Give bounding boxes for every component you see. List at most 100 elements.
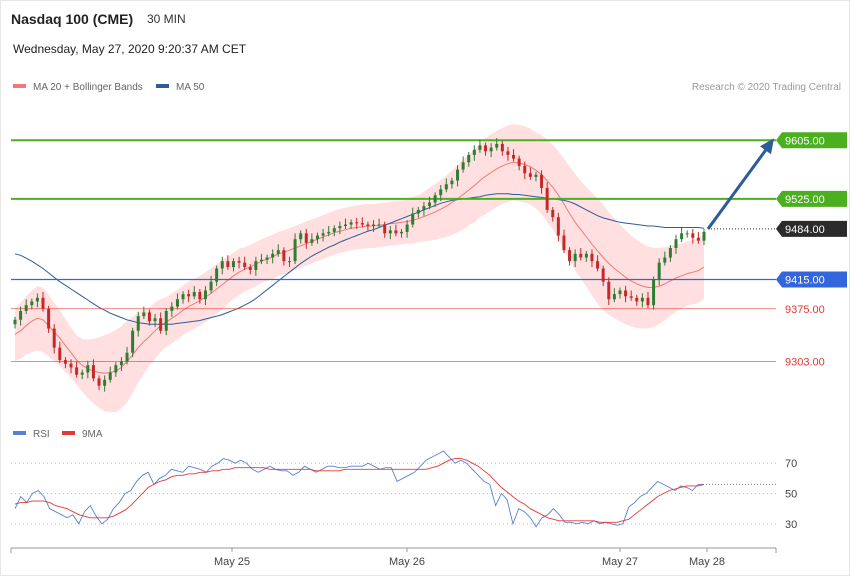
candle-body — [24, 305, 28, 311]
rsi-legend-label: RSI — [33, 429, 50, 440]
candle-body — [612, 294, 616, 300]
candle-body — [136, 316, 140, 331]
x-tick-label: May 27 — [602, 556, 638, 568]
candle-body — [175, 299, 179, 307]
level-tag — [776, 220, 847, 237]
ma20-line — [14, 161, 705, 374]
instrument-title: Nasdaq 100 (CME) — [11, 11, 134, 27]
candle-body — [433, 195, 437, 203]
candle-body — [265, 257, 269, 260]
candle-body — [164, 310, 168, 331]
candle-body — [640, 297, 644, 302]
timeframe-label: 30 MIN — [147, 12, 186, 26]
x-tick-label: May 28 — [689, 556, 725, 568]
candle-body — [52, 328, 56, 348]
candle-body — [259, 259, 263, 262]
candle-body — [450, 180, 454, 185]
candle-body — [523, 165, 527, 174]
candle-body — [444, 184, 448, 190]
candle-body — [596, 261, 600, 269]
candle-body — [680, 233, 684, 240]
candle-body — [299, 233, 303, 240]
candle-body — [86, 365, 90, 373]
level-label: 9375.00 — [785, 304, 825, 316]
candle-body — [377, 224, 381, 226]
candle-body — [226, 261, 230, 268]
candle-body — [495, 143, 499, 148]
legend-label: MA 50 — [176, 82, 205, 93]
candle-body — [556, 217, 560, 236]
candle-body — [635, 297, 639, 302]
candle-body — [512, 154, 516, 159]
candle-body — [579, 253, 583, 258]
candle-body — [551, 209, 555, 218]
legend-swatch — [13, 84, 26, 88]
candle-body — [461, 162, 465, 170]
candle-body — [590, 253, 594, 262]
candle-body — [685, 233, 689, 235]
candle-body — [187, 294, 191, 297]
candle-body — [663, 257, 667, 263]
candle-body — [372, 224, 376, 226]
candle-body — [422, 206, 426, 210]
candle-body — [349, 222, 353, 225]
level-tag — [776, 271, 847, 288]
candle-body — [13, 319, 17, 325]
candle-body — [629, 296, 633, 298]
candle-body — [534, 174, 538, 177]
candle-body — [215, 268, 219, 282]
x-tick-label: May 26 — [389, 556, 425, 568]
report-datetime: Wednesday, May 27, 2020 9:20:37 AM CET — [13, 42, 247, 56]
candle-body — [103, 379, 107, 386]
candle-body — [58, 347, 62, 361]
rsi-tick-label: 30 — [785, 519, 797, 531]
candle-body — [343, 224, 347, 226]
candle-body — [108, 372, 112, 380]
candle-body — [69, 363, 73, 368]
candle-body — [657, 262, 661, 280]
candle-body — [601, 268, 605, 282]
candle-body — [517, 158, 521, 166]
candle-body — [287, 261, 291, 263]
candle-body — [142, 312, 146, 317]
rsi-tick-label: 50 — [785, 489, 797, 501]
candle-body — [147, 312, 151, 322]
candle-body — [528, 173, 532, 177]
candle-body — [484, 145, 488, 152]
candle-body — [360, 223, 364, 225]
level-label: 9303.00 — [785, 357, 825, 369]
candle-body — [181, 294, 185, 300]
candle-body — [646, 297, 650, 306]
level-label: 9484.00 — [785, 224, 825, 236]
candle-body — [47, 308, 51, 329]
candle-body — [125, 352, 129, 362]
level-label: 9605.00 — [785, 135, 825, 147]
candle-body — [63, 360, 67, 364]
candle-body — [35, 297, 39, 302]
candle-body — [568, 250, 572, 262]
candle-body — [41, 297, 45, 309]
candle-body — [91, 365, 95, 379]
candle-body — [456, 169, 460, 181]
rsi-tick-label: 70 — [785, 458, 797, 470]
candle-body — [416, 209, 420, 214]
candle-body — [366, 224, 370, 226]
candle-body — [114, 365, 118, 373]
candle-body — [315, 235, 319, 240]
candle-body — [696, 237, 700, 241]
candle-body — [472, 149, 476, 155]
candle-body — [383, 224, 387, 234]
candle-body — [282, 250, 286, 262]
candle-body — [405, 224, 409, 232]
candle-body — [702, 231, 706, 241]
credit-text: Research © 2020 Trading Central — [692, 82, 841, 93]
candle-body — [321, 233, 325, 236]
x-tick-label: May 25 — [214, 556, 250, 568]
candle-body — [271, 253, 275, 258]
candle-body — [338, 226, 342, 229]
candle-body — [388, 230, 392, 234]
candle-body — [231, 261, 235, 268]
candle-body — [237, 261, 241, 263]
candle-body — [573, 253, 577, 262]
candle-body — [691, 233, 695, 238]
